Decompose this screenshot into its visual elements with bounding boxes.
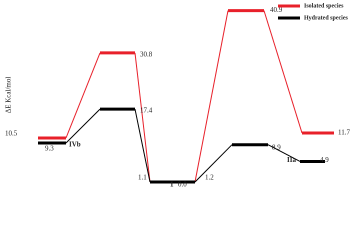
- connector: [134, 52, 151, 183]
- value-label: 17.4: [140, 107, 153, 115]
- value-label: 8.9: [272, 143, 281, 151]
- value-label: 40.9: [270, 6, 283, 14]
- connector: [65, 108, 101, 144]
- connector: [134, 108, 151, 183]
- value-label: 9.3: [45, 145, 54, 153]
- legend-label: Isolated species: [304, 3, 344, 9]
- annotation: 1.1: [138, 174, 147, 182]
- y-axis-label: ΔE Kcal/mol: [5, 77, 13, 114]
- value-label: 30.8: [140, 51, 153, 59]
- connector: [267, 144, 301, 162]
- chart: ΔE Kcal/mol 1.1 1.2 10.5 30.8 40.9 11.7 9.3 1…: [5, 3, 351, 189]
- value-label: 11.7: [338, 129, 350, 137]
- value-label: 4.9: [320, 156, 329, 164]
- connector: [65, 52, 101, 139]
- annotation: 1.2: [205, 174, 214, 182]
- connector: [263, 10, 303, 134]
- value-label: 0.0: [178, 181, 187, 189]
- connector: [194, 10, 229, 183]
- category-label: IVb: [69, 141, 81, 149]
- value-label: 10.5: [5, 130, 18, 138]
- connector: [194, 144, 233, 183]
- category-label: 1: [170, 181, 174, 189]
- category-label: IIa: [287, 156, 296, 164]
- legend-label: Hydrated species: [304, 15, 348, 21]
